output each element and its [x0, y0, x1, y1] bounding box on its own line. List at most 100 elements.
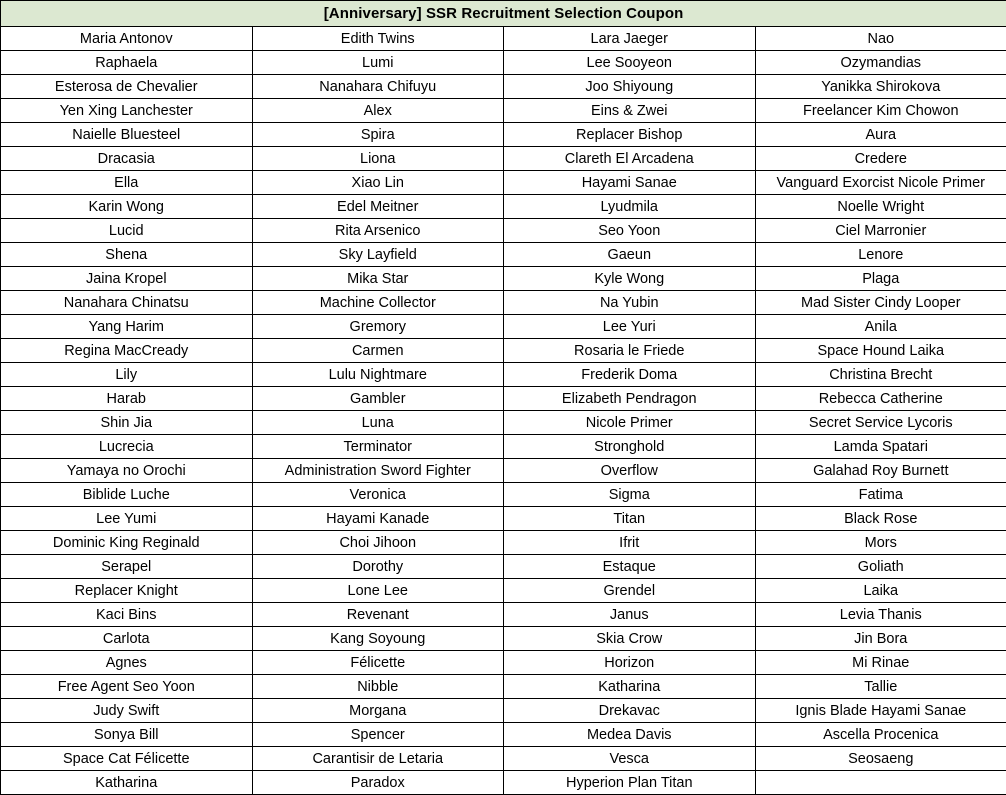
table-row: Yang Harim Gremory Lee Yuri Anila [0, 314, 1006, 339]
character-name-cell: Stronghold [503, 434, 756, 459]
character-name-cell: Vanguard Exorcist Nicole Primer [754, 170, 1006, 195]
character-name-cell: Ascella Procenica [754, 722, 1006, 747]
character-name-cell: Administration Sword Fighter [251, 458, 504, 483]
character-name-cell: Félicette [251, 650, 504, 675]
character-name-cell: Shin Jia [0, 410, 253, 435]
character-name-cell: Tallie [754, 674, 1006, 699]
character-name-cell: Rita Arsenico [251, 218, 504, 243]
character-name-cell: Sigma [503, 482, 756, 507]
table-row: Raphaela Lumi Lee Sooyeon Ozymandias [0, 50, 1006, 75]
character-name-cell: Eins & Zwei [503, 98, 756, 123]
character-name-cell: Spira [251, 122, 504, 147]
table-row: Nanahara Chinatsu Machine Collector Na Yub… [0, 290, 1006, 315]
character-name-cell: Space Hound Laika [754, 338, 1006, 363]
character-name-cell: Esterosa de Chevalier [0, 74, 253, 99]
character-name-cell: Yen Xing Lanchester [0, 98, 253, 123]
character-name-cell: Secret Service Lycoris [754, 410, 1006, 435]
character-name-cell: Yamaya no Orochi [0, 458, 253, 483]
table-row: Yamaya no Orochi Administration Sword Fig… [0, 458, 1006, 483]
character-name-cell: Raphaela [0, 50, 253, 75]
character-name-cell: Lee Yumi [0, 506, 253, 531]
character-name-cell: Free Agent Seo Yoon [0, 674, 253, 699]
character-name-cell: Naielle Bluesteel [0, 122, 253, 147]
character-name-cell: Rosaria le Friede [503, 338, 756, 363]
character-name-cell: Jin Bora [754, 626, 1006, 651]
character-name-cell: Serapel [0, 554, 253, 579]
character-name-cell: Hyperion Plan Titan [503, 770, 756, 795]
character-name-cell: Agnes [0, 650, 253, 675]
character-name-cell: Luna [251, 410, 504, 435]
character-name-cell: Nao [754, 26, 1006, 51]
character-name-cell: Lyudmila [503, 194, 756, 219]
character-name-cell: Replacer Knight [0, 578, 253, 603]
table-row: Lucid Rita Arsenico Seo Yoon Ciel Marronier [0, 218, 1006, 243]
character-name-cell: Mika Star [251, 266, 504, 291]
character-name-cell: Freelancer Kim Chowon [754, 98, 1006, 123]
character-name-cell: Biblide Luche [0, 482, 253, 507]
character-name-cell: Noelle Wright [754, 194, 1006, 219]
character-name-cell: Galahad Roy Burnett [754, 458, 1006, 483]
table-row: Yen Xing Lanchester Alex Eins & Zwei Freela… [0, 98, 1006, 123]
character-name-cell: Replacer Bishop [503, 122, 756, 147]
table-row: Regina MacCready Carmen Rosaria le Friede S… [0, 338, 1006, 363]
character-name-cell: Judy Swift [0, 698, 253, 723]
character-name-cell: Shena [0, 242, 253, 267]
character-name-cell: Nanahara Chifuyu [251, 74, 504, 99]
table-row: Karin Wong Edel Meitner Lyudmila Noelle Wri… [0, 194, 1006, 219]
table-body: Maria Antonov Edith Twins Lara Jaeger Nao Ra… [0, 26, 1006, 795]
character-name-cell: Revenant [251, 602, 504, 627]
character-name-cell: Levia Thanis [754, 602, 1006, 627]
character-name-cell: Elizabeth Pendragon [503, 386, 756, 411]
character-name-cell: Morgana [251, 698, 504, 723]
table-row: Space Cat Félicette Carantisir de Letaria… [0, 746, 1006, 771]
character-name-cell: Horizon [503, 650, 756, 675]
character-name-cell: Medea Davis [503, 722, 756, 747]
table-row: Harab Gambler Elizabeth Pendragon Rebecca C… [0, 386, 1006, 411]
character-name-cell: Regina MacCready [0, 338, 253, 363]
character-name-cell: Mors [754, 530, 1006, 555]
table-row: Dracasia Liona Clareth El Arcadena Credere [0, 146, 1006, 171]
character-name-cell: Harab [0, 386, 253, 411]
character-name-cell: Carmen [251, 338, 504, 363]
character-name-cell: Kaci Bins [0, 602, 253, 627]
character-name-cell: Katharina [503, 674, 756, 699]
table-row: Kaci Bins Revenant Janus Levia Thanis [0, 602, 1006, 627]
table-row: Agnes Félicette Horizon Mi Rinae [0, 650, 1006, 675]
table-header: [Anniversary] SSR Recruitment Selection … [0, 0, 1006, 27]
character-name-cell: Carantisir de Letaria [251, 746, 504, 771]
character-name-cell: Space Cat Félicette [0, 746, 253, 771]
character-name-cell: Seo Yoon [503, 218, 756, 243]
character-name-cell: Jaina Kropel [0, 266, 253, 291]
character-name-cell: Lulu Nightmare [251, 362, 504, 387]
table-row: Sonya Bill Spencer Medea Davis Ascella Proc… [0, 722, 1006, 747]
character-name-cell: Sky Layfield [251, 242, 504, 267]
character-name-cell: Katharina [0, 770, 253, 795]
character-name-cell: Ozymandias [754, 50, 1006, 75]
character-name-cell: Nibble [251, 674, 504, 699]
character-name-cell: Dracasia [0, 146, 253, 171]
table-row: Dominic King Reginald Choi Jihoon Ifrit Mor… [0, 530, 1006, 555]
character-name-cell: Nicole Primer [503, 410, 756, 435]
character-name-cell: Lucrecia [0, 434, 253, 459]
character-name-cell: Lee Yuri [503, 314, 756, 339]
character-name-cell: Goliath [754, 554, 1006, 579]
character-name-cell: Paradox [251, 770, 504, 795]
character-name-cell: Vesca [503, 746, 756, 771]
character-name-cell: Spencer [251, 722, 504, 747]
character-name-cell: Gremory [251, 314, 504, 339]
character-name-cell: Lara Jaeger [503, 26, 756, 51]
character-name-cell: Estaque [503, 554, 756, 579]
table-row: Katharina Paradox Hyperion Plan Titan [0, 770, 1006, 795]
character-name-cell: Yang Harim [0, 314, 253, 339]
character-name-cell: Veronica [251, 482, 504, 507]
character-name-cell: Kyle Wong [503, 266, 756, 291]
character-name-cell: Fatima [754, 482, 1006, 507]
page-title: [Anniversary] SSR Recruitment Selection … [0, 0, 1006, 27]
character-name-cell: Maria Antonov [0, 26, 253, 51]
character-name-cell: Rebecca Catherine [754, 386, 1006, 411]
character-name-cell: Ella [0, 170, 253, 195]
character-name-cell: Lenore [754, 242, 1006, 267]
character-name-cell: Lucid [0, 218, 253, 243]
table-row: Shena Sky Layfield Gaeun Lenore [0, 242, 1006, 267]
character-name-cell: Na Yubin [503, 290, 756, 315]
